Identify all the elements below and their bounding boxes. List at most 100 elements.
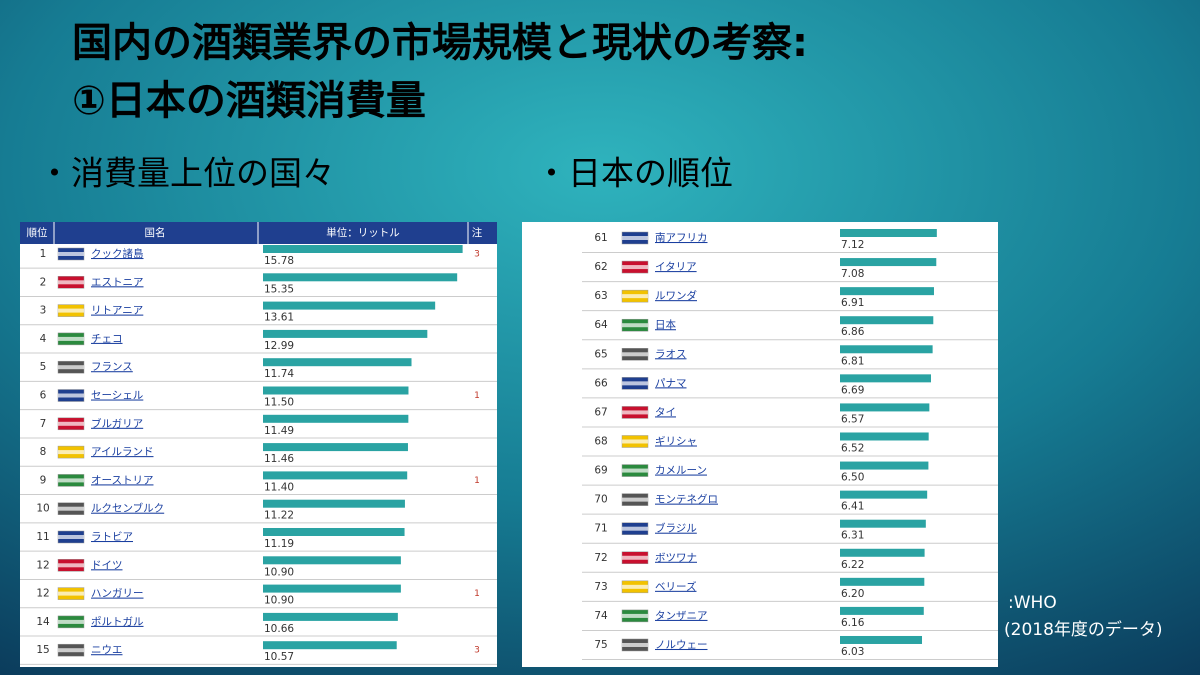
value-bar bbox=[263, 443, 408, 452]
flag-stripe bbox=[58, 421, 84, 426]
bullet: ・消費量上位の国々 bbox=[38, 154, 335, 193]
value-label: 6.52 bbox=[841, 442, 864, 454]
flag-stripe bbox=[58, 535, 84, 539]
rank: 73 bbox=[594, 581, 607, 593]
flag-stripe bbox=[58, 563, 84, 568]
rank: 8 bbox=[40, 446, 47, 458]
rank: 15 bbox=[36, 644, 49, 656]
header-cell: 国名 bbox=[145, 226, 166, 239]
country-link: カメルーン bbox=[655, 465, 707, 477]
rank: 66 bbox=[594, 377, 608, 389]
value-bar bbox=[263, 245, 463, 253]
rank: 67 bbox=[594, 406, 607, 418]
country-link: エストニア bbox=[91, 276, 144, 288]
rank: 10 bbox=[36, 503, 49, 515]
value-bar bbox=[263, 556, 401, 565]
country-link: アイルランド bbox=[91, 446, 153, 458]
rank: 62 bbox=[594, 261, 607, 273]
value-bar bbox=[840, 258, 937, 267]
value-bar bbox=[840, 606, 924, 615]
flag-stripe bbox=[58, 336, 84, 341]
value-label: 6.50 bbox=[841, 472, 864, 484]
country-link: タイ bbox=[655, 406, 676, 418]
country-link: 日本 bbox=[655, 318, 676, 331]
flag-stripe bbox=[58, 506, 84, 511]
flag-stripe bbox=[622, 323, 648, 328]
country-link: ギリシャ bbox=[655, 435, 697, 447]
rank: 68 bbox=[594, 435, 607, 447]
rank: 9 bbox=[40, 474, 47, 486]
value-label: 11.22 bbox=[264, 510, 294, 522]
country-link: セーシェル bbox=[91, 390, 143, 402]
country-link: フランス bbox=[91, 361, 133, 373]
flag-stripe bbox=[58, 365, 84, 370]
note: 3 bbox=[474, 646, 480, 656]
value-bar bbox=[263, 612, 398, 621]
value-label: 6.41 bbox=[841, 501, 864, 513]
rank: 70 bbox=[594, 494, 607, 506]
value-bar bbox=[840, 461, 929, 470]
rank: 72 bbox=[594, 552, 607, 564]
value-label: 7.08 bbox=[841, 268, 864, 280]
flag-stripe bbox=[622, 410, 648, 415]
value-label: 11.74 bbox=[264, 368, 294, 380]
value-bar bbox=[840, 345, 933, 354]
flag-stripe bbox=[622, 555, 648, 560]
country-link: ルクセンブルク bbox=[91, 502, 164, 515]
value-label: 6.16 bbox=[841, 617, 865, 629]
value-bar bbox=[840, 287, 934, 296]
flag-stripe bbox=[622, 265, 648, 270]
country-link: ブラジル bbox=[655, 522, 697, 535]
value-bar bbox=[840, 229, 937, 237]
country-link: ブルガリア bbox=[91, 417, 143, 430]
value-label: 10.90 bbox=[264, 566, 294, 578]
flag-stripe bbox=[58, 280, 84, 285]
flag-stripe bbox=[622, 584, 648, 589]
value-label: 6.31 bbox=[841, 530, 864, 542]
flag-stripe bbox=[58, 591, 84, 596]
value-label: 10.90 bbox=[264, 595, 294, 607]
rank: 4 bbox=[40, 333, 47, 345]
flag-stripe bbox=[58, 308, 84, 313]
country-link: ラオス bbox=[655, 348, 687, 360]
rank: 14 bbox=[36, 616, 50, 628]
value-bar bbox=[840, 490, 928, 499]
note: 1 bbox=[474, 589, 480, 599]
rank: 64 bbox=[594, 319, 608, 331]
country-link: ルワンダ bbox=[655, 289, 697, 302]
value-label: 11.19 bbox=[264, 538, 294, 550]
rank: 71 bbox=[594, 523, 607, 535]
bullet: ・日本の順位 bbox=[535, 154, 733, 193]
flag-stripe bbox=[622, 294, 648, 299]
value-label: 15.35 bbox=[264, 283, 294, 295]
value-bar bbox=[263, 301, 436, 310]
value-label: 13.61 bbox=[264, 312, 294, 324]
country-link: タンザニア bbox=[655, 610, 708, 622]
flag-stripe bbox=[58, 648, 84, 653]
value-label: 12.99 bbox=[264, 340, 294, 352]
value-bar bbox=[263, 584, 401, 593]
top-table-panel bbox=[20, 222, 497, 667]
country-link: ボツワナ bbox=[655, 552, 697, 564]
country-link: ベリーズ bbox=[655, 580, 696, 593]
note: 1 bbox=[474, 476, 480, 486]
rank: 12 bbox=[36, 559, 49, 571]
rank: 74 bbox=[594, 610, 608, 622]
country-link: クック諸島 bbox=[91, 247, 144, 260]
rank: 5 bbox=[40, 361, 47, 373]
rank: 69 bbox=[594, 465, 607, 477]
rank: 11 bbox=[36, 531, 49, 543]
value-label: 10.66 bbox=[264, 623, 294, 635]
value-label: 11.46 bbox=[264, 453, 294, 465]
flag-stripe bbox=[58, 252, 84, 256]
country-link: オーストリア bbox=[91, 474, 153, 486]
flag-stripe bbox=[622, 526, 648, 531]
country-link: ポルトガル bbox=[91, 616, 144, 628]
rank: 65 bbox=[594, 348, 607, 360]
rank: 3 bbox=[40, 305, 47, 317]
flag-stripe bbox=[622, 497, 648, 502]
value-bar bbox=[840, 374, 931, 383]
value-bar bbox=[840, 577, 925, 586]
value-label: 6.22 bbox=[841, 559, 864, 571]
